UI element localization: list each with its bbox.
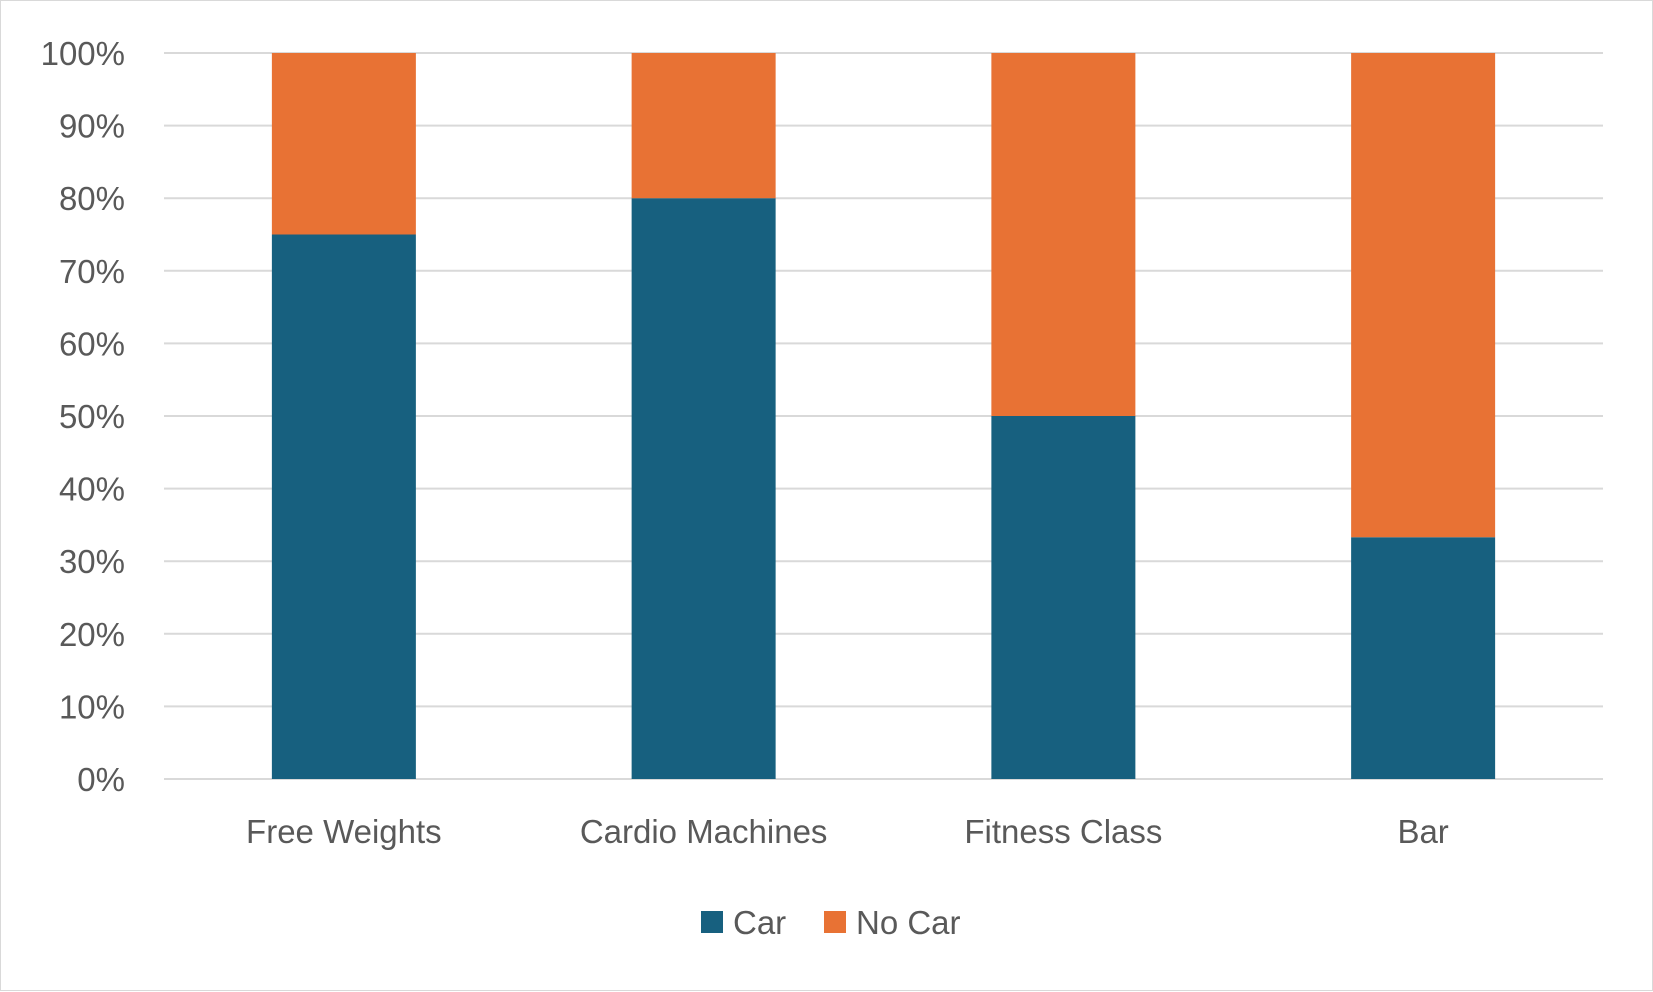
- y-tick-label: 10%: [59, 688, 125, 725]
- bar-no-car-fitness-class: [991, 53, 1136, 416]
- y-tick-label: 0%: [77, 761, 125, 798]
- legend-label-no-car: No Car: [856, 904, 961, 941]
- y-tick-label: 80%: [59, 180, 125, 217]
- y-tick-label: 50%: [59, 398, 125, 435]
- x-category-label: Free Weights: [246, 813, 442, 850]
- bar-car-cardio-machines: [631, 198, 776, 779]
- y-tick-label: 70%: [59, 253, 125, 290]
- y-tick-label: 20%: [59, 616, 125, 653]
- bar-car-bar: [1351, 537, 1496, 779]
- x-category-label: Fitness Class: [964, 813, 1162, 850]
- x-category-label: Bar: [1397, 813, 1448, 850]
- y-tick-label: 40%: [59, 471, 125, 508]
- bar-car-fitness-class: [991, 416, 1136, 779]
- x-category-label: Cardio Machines: [580, 813, 828, 850]
- y-axis-tick-labels: 0% 10% 20% 30% 40% 50% 60% 70% 80% 90% 100%: [41, 35, 125, 798]
- legend-label-car: Car: [733, 904, 786, 941]
- y-tick-label: 60%: [59, 325, 125, 362]
- bar-no-car-cardio-machines: [631, 53, 776, 199]
- bar-car-free-weights: [271, 234, 416, 779]
- y-tick-label: 90%: [59, 108, 125, 145]
- bars: [271, 53, 1496, 779]
- bar-no-car-free-weights: [271, 53, 416, 235]
- legend: Car No Car: [701, 904, 961, 941]
- y-tick-label: 30%: [59, 543, 125, 580]
- x-axis-category-labels: Free Weights Cardio Machines Fitness Class…: [246, 813, 1449, 850]
- legend-swatch-car: [701, 911, 723, 933]
- bar-no-car-bar: [1351, 53, 1496, 538]
- legend-swatch-no-car: [824, 911, 846, 933]
- y-tick-label: 100%: [41, 35, 125, 72]
